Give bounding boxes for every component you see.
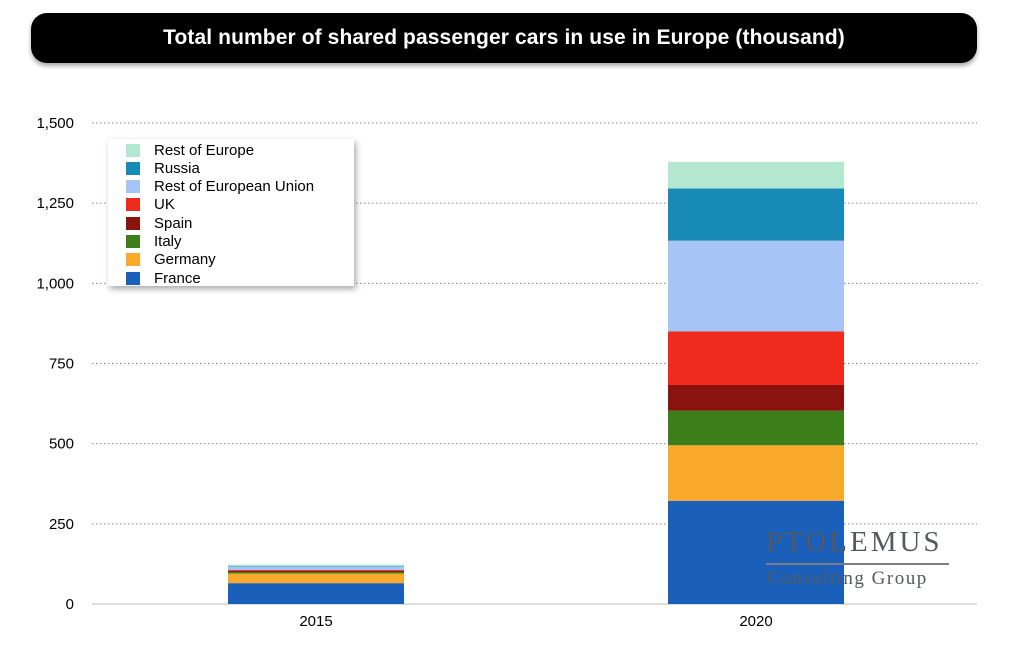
legend-label: Rest of European Union bbox=[154, 178, 315, 196]
chart-legend: Rest of Europe Russia Rest of European Uni… bbox=[108, 139, 354, 287]
legend-label: Germany bbox=[154, 251, 216, 269]
bar-segment-italy-2015 bbox=[228, 571, 404, 574]
legend-label: France bbox=[154, 269, 201, 287]
chart-title-bar: Total number of shared passenger cars in… bbox=[31, 13, 977, 63]
legend-swatch bbox=[126, 198, 140, 212]
bar-segment-france-2015 bbox=[228, 583, 404, 604]
legend-label: Russia bbox=[154, 159, 200, 177]
legend-item: Rest of European Union bbox=[126, 178, 314, 196]
bar-segment-russia-2015 bbox=[228, 566, 404, 567]
legend-label: Italy bbox=[154, 233, 182, 250]
logo-divider bbox=[766, 563, 949, 565]
legend-swatch bbox=[126, 161, 140, 175]
y-tick-label: 1,250 bbox=[36, 195, 74, 212]
legend-item: Russia bbox=[126, 159, 200, 177]
legend-swatch bbox=[126, 143, 140, 157]
bar-segment-rest-of-european-union-2020 bbox=[668, 240, 844, 332]
bar-segment-germany-2020 bbox=[668, 445, 844, 501]
bar-segment-rest-of-european-union-2015 bbox=[228, 566, 404, 571]
ptolemus-logo: PTOLEMUS Consulting Group bbox=[766, 526, 950, 596]
legend-label: UK bbox=[154, 196, 175, 214]
y-tick-label: 0 bbox=[66, 596, 74, 613]
legend-item: France bbox=[126, 269, 201, 287]
bar-segment-germany-2015 bbox=[228, 573, 404, 584]
bar-segment-russia-2020 bbox=[668, 188, 844, 241]
legend-label: Rest of Europe bbox=[154, 141, 255, 159]
bar-segment-spain-2020 bbox=[668, 384, 844, 411]
legend-swatch bbox=[126, 271, 140, 285]
legend-label: Spain bbox=[154, 214, 193, 232]
y-tick-label: 250 bbox=[49, 516, 74, 533]
y-tick-label: 1,000 bbox=[36, 275, 74, 292]
bar-segment-spain-2015 bbox=[228, 570, 404, 572]
legend-item: UK bbox=[126, 196, 175, 214]
legend-swatch bbox=[126, 180, 140, 194]
bar-segment-rest-of-europe-2015 bbox=[228, 564, 404, 567]
bar-segment-uk-2015 bbox=[228, 570, 404, 571]
bar-segment-france-2020 bbox=[668, 500, 844, 604]
bar-segment-rest-of-europe-2020 bbox=[668, 161, 844, 189]
legend-item: Spain bbox=[126, 214, 192, 232]
legend-item: Germany bbox=[126, 251, 216, 269]
y-tick-label: 500 bbox=[49, 436, 74, 453]
legend-swatch bbox=[126, 235, 140, 248]
chart-title: Total number of shared passenger cars in… bbox=[163, 26, 845, 49]
legend-swatch bbox=[126, 253, 140, 267]
bar-segment-italy-2020 bbox=[668, 410, 844, 446]
y-tick-label: 1,500 bbox=[36, 115, 74, 132]
legend-swatch bbox=[126, 216, 140, 230]
logo-main-text: PTOLEMUS bbox=[766, 526, 943, 558]
x-tick-label: 2015 bbox=[299, 613, 332, 630]
legend-item: Italy bbox=[126, 233, 182, 251]
logo-sub-text: Consulting Group bbox=[767, 568, 928, 589]
x-tick-label: 2020 bbox=[739, 613, 772, 630]
legend-item: Rest of Europe bbox=[126, 141, 254, 159]
y-tick-label: 750 bbox=[49, 356, 74, 373]
bar-segment-uk-2020 bbox=[668, 331, 844, 385]
